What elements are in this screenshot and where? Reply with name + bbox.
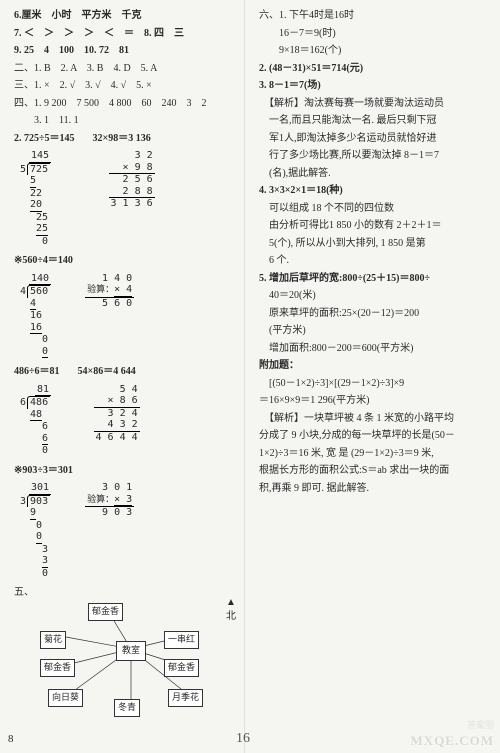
diagram-node: 冬青	[114, 699, 140, 717]
sec3: 三、1. × 2. √ 3. √ 4. √ 5. ×	[14, 78, 234, 94]
handwritten-number: 16	[236, 731, 250, 747]
eq-903d3: ※903÷3＝301	[14, 463, 234, 479]
r-ae5: 积,再乘 9 即可. 据此解答.	[259, 481, 490, 497]
vmul-54x86: 5 4 × 8 6 3 2 4 4 3 2 4 6 4 4	[94, 384, 140, 444]
r-5c: (平方米)	[259, 323, 490, 339]
watermark: MXQE.COM	[411, 733, 494, 749]
r-ae1: 【解析】一块草坪被 4 条 1 米宽的小路平均	[259, 411, 490, 427]
diagram-node: 郁金香	[88, 603, 123, 621]
check-label-1: 验算：	[87, 285, 114, 295]
diagram-center: 教室	[116, 641, 146, 661]
sec2: 二、1. B 2. A 3. B 4. D 5. A	[14, 61, 234, 77]
eq-486d6: 486÷6＝81	[14, 364, 60, 380]
q7: 7. ＜ ＞ ＞ ＞ ＜ ＝ 8. 四 三	[14, 26, 234, 42]
left-column: 6.厘米 小时 平方米 千克 7. ＜ ＞ ＞ ＞ ＜ ＝ 8. 四 三 9. …	[0, 0, 245, 753]
q9: 9. 25 4 100 10. 72 81	[14, 43, 234, 59]
watermark-small: 答案圈	[467, 718, 494, 731]
north-label: 北	[226, 609, 236, 625]
diagram-node: 一串红	[164, 631, 199, 649]
r-3e3: 军1人,即淘汰掉多少名运动员就恰好进	[259, 131, 490, 147]
r-h6: 六、1. 下午4时是16时	[259, 8, 490, 24]
sec4a: 四、1. 9 200 7 500 4 800 60 240 3 2	[14, 96, 234, 112]
longdiv-486d6: 81 6486 48 6 6 0	[20, 384, 51, 457]
r-4c: 5(个), 所以从小到大排列, 1 850 是第	[259, 236, 490, 252]
vmul-32x98: 3 2 × 9 8 2 5 6 2 8 8 3 1 3 6	[109, 150, 155, 210]
right-column: 六、1. 下午4时是16时 16－7＝9(时) 9×18＝162(个) 2. (…	[245, 0, 500, 753]
eq-560d4: ※560÷4＝140	[14, 253, 234, 269]
r-ae4: 根据长方形的面积公式:S＝ab 求出一块的面	[259, 463, 490, 479]
r-add: 附加题：	[259, 358, 490, 374]
r-4a: 可以组成 18 个不同的四位数	[259, 201, 490, 217]
check-label-2: 验算：	[87, 495, 114, 505]
sec5-label: 五、	[14, 585, 34, 601]
diagram-node: 郁金香	[164, 659, 199, 677]
page-number: 8	[8, 733, 14, 745]
diagram-node: 菊花	[40, 631, 66, 649]
r-1b: 9×18＝162(个)	[259, 43, 490, 59]
r-4d: 6 个.	[259, 253, 490, 269]
r-4b: 由分析可得比1 850 小的数有 2＋2＋1＝	[259, 218, 490, 234]
q6: 6.厘米 小时 平方米 千克	[14, 8, 234, 24]
eq-725d5: 2. 725÷5＝145	[14, 131, 75, 147]
r-5d: 增加面积:800－200＝600(平方米)	[259, 341, 490, 357]
r-a2: ＝16×9×9＝1 296(平方米)	[259, 393, 490, 409]
r-5a: 40＝20(米)	[259, 288, 490, 304]
r-3e2: 一名,而且只能淘汰一名. 最后只剩下冠	[259, 113, 490, 129]
r-ae3: 1×2)÷3＝16 米, 宽 是 (29－1×2)÷3＝9 米,	[259, 446, 490, 462]
classroom-diagram: 教室 菊花 郁金香 一串红 郁金香 郁金香 向日葵 冬青 月季花 北 ▲	[36, 589, 234, 709]
vmul-140x4: 1 4 0 验算：× 4 5 6 0	[85, 273, 134, 310]
r-2: 2. (48－31)×51＝714(元)	[259, 61, 490, 77]
r-ae2: 分成了 9 小块,分成的每一块草坪的长是(50－	[259, 428, 490, 444]
r-3e1: 【解析】淘汰赛每赛一场就要淘汰运动员	[259, 96, 490, 112]
north-arrow-icon: ▲	[226, 595, 236, 611]
diagram-node: 向日葵	[48, 689, 83, 707]
diagram-node: 月季花	[168, 689, 203, 707]
r-3: 3. 8－1＝7(场)	[259, 78, 490, 94]
r-a1: [(50－1×2)÷3]×[(29－1×2)÷3]×9	[259, 376, 490, 392]
vmul-301x3: 3 0 1 验算：× 3 9 0 3	[85, 482, 134, 519]
r-3e4: 行了多少场比赛,所以要淘汰掉 8－1＝7	[259, 148, 490, 164]
eq-32x98: 32×98＝3 136	[93, 131, 155, 147]
sec4b: 3. 1 11. 1	[14, 113, 234, 129]
eq-54x86: 54×86＝4 644	[78, 364, 140, 380]
r-1a: 16－7＝9(时)	[259, 26, 490, 42]
r-5b: 原来草坪的面积:25×(20－12)＝200	[259, 306, 490, 322]
longdiv-725d5: 145 5725 5 22 20 25 25 0	[20, 150, 51, 247]
r-4: 4. 3×3×2×1＝18(种)	[259, 183, 490, 199]
diagram-node: 郁金香	[40, 659, 75, 677]
r-5: 5. 增加后草坪的宽:800÷(25＋15)＝800÷	[259, 271, 490, 287]
longdiv-903d3: 301 3903 9 0 0 3 3 0	[20, 482, 51, 579]
longdiv-560d4: 140 4560 4 16 16 0 0	[20, 273, 51, 359]
r-3e5: (名),据此解答.	[259, 166, 490, 182]
